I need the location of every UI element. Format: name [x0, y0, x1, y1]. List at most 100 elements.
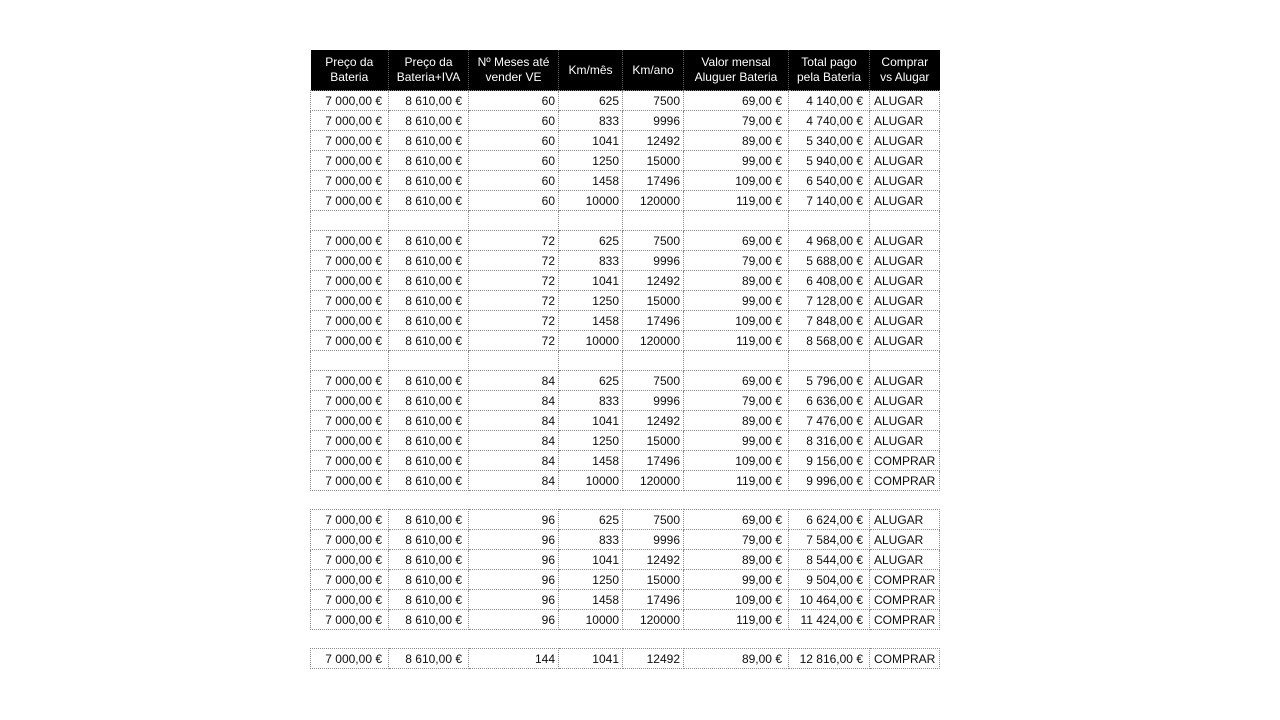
cell-preco-bateria: 7 000,00 €	[310, 270, 389, 291]
cell-preco-iva: 8 610,00 €	[388, 310, 469, 331]
cell-meses: 96	[468, 529, 559, 550]
cell-km-mes: 10000	[558, 609, 623, 630]
cell-meses: 60	[468, 190, 559, 211]
empty-cell	[558, 210, 623, 231]
cell-decisao: COMPRAR	[869, 609, 940, 630]
cell-km-mes: 10000	[558, 470, 623, 491]
cell-km-mes: 1041	[558, 648, 623, 669]
cell-valor-mensal: 69,00 €	[683, 90, 789, 111]
cell-decisao: ALUGAR	[869, 150, 940, 171]
cell-valor-mensal: 89,00 €	[683, 130, 789, 151]
cell-km-ano: 9996	[622, 390, 684, 411]
cell-preco-iva: 8 610,00 €	[388, 430, 469, 451]
cell-km-ano: 12492	[622, 410, 684, 431]
column-header-preco-bateria: Preço da Bateria	[310, 50, 389, 91]
cell-km-mes: 1041	[558, 410, 623, 431]
cell-km-mes: 10000	[558, 330, 623, 351]
cell-km-ano: 120000	[622, 609, 684, 630]
cell-preco-iva: 8 610,00 €	[388, 410, 469, 431]
cell-meses: 96	[468, 569, 559, 590]
cell-meses: 72	[468, 270, 559, 291]
table-row: 7 000,00 €8 610,00 €84 10000 120000 119,00 …	[310, 470, 940, 491]
cell-total-pago: 5 688,00 €	[788, 250, 870, 271]
cell-valor-mensal: 99,00 €	[683, 290, 789, 311]
cell-km-mes: 625	[558, 230, 623, 251]
cell-km-mes: 1250	[558, 430, 623, 451]
cell-km-ano: 9996	[622, 110, 684, 131]
cell-valor-mensal: 69,00 €	[683, 370, 789, 391]
cell-valor-mensal: 89,00 €	[683, 410, 789, 431]
cell-meses: 60	[468, 90, 559, 111]
cell-preco-iva: 8 610,00 €	[388, 330, 469, 351]
cell-meses: 72	[468, 290, 559, 311]
cell-total-pago: 8 568,00 €	[788, 330, 870, 351]
cell-preco-bateria: 7 000,00 €	[310, 190, 389, 211]
group-gap	[310, 629, 940, 649]
table-row: 7 000,00 €8 610,00 €60 1458 17496 109,00 €6…	[310, 170, 940, 191]
cell-valor-mensal: 99,00 €	[683, 150, 789, 171]
cell-valor-mensal: 79,00 €	[683, 390, 789, 411]
cell-valor-mensal: 69,00 €	[683, 230, 789, 251]
cell-km-mes: 625	[558, 90, 623, 111]
cell-valor-mensal: 99,00 €	[683, 430, 789, 451]
cell-total-pago: 6 408,00 €	[788, 270, 870, 291]
cell-km-ano: 15000	[622, 569, 684, 590]
cell-valor-mensal: 99,00 €	[683, 569, 789, 590]
cell-meses: 96	[468, 509, 559, 530]
cell-total-pago: 9 996,00 €	[788, 470, 870, 491]
cell-meses: 84	[468, 410, 559, 431]
cell-total-pago: 8 544,00 €	[788, 549, 870, 570]
cell-km-ano: 12492	[622, 549, 684, 570]
cell-total-pago: 7 140,00 €	[788, 190, 870, 211]
cell-valor-mensal: 89,00 €	[683, 648, 789, 669]
cell-km-mes: 625	[558, 370, 623, 391]
empty-cell	[869, 210, 940, 231]
cell-valor-mensal: 109,00 €	[683, 450, 789, 471]
cell-km-mes: 1250	[558, 569, 623, 590]
cell-preco-iva: 8 610,00 €	[388, 569, 469, 590]
empty-cell	[683, 350, 789, 371]
cell-preco-bateria: 7 000,00 €	[310, 470, 389, 491]
cell-decisao: ALUGAR	[869, 230, 940, 251]
cell-total-pago: 5 940,00 €	[788, 150, 870, 171]
cell-preco-iva: 8 610,00 €	[388, 290, 469, 311]
cell-meses: 84	[468, 390, 559, 411]
cell-total-pago: 7 476,00 €	[788, 410, 870, 431]
cell-preco-bateria: 7 000,00 €	[310, 569, 389, 590]
empty-cell	[683, 210, 789, 231]
cell-km-mes: 1458	[558, 589, 623, 610]
cell-meses: 72	[468, 330, 559, 351]
cell-decisao: COMPRAR	[869, 648, 940, 669]
cell-meses: 84	[468, 430, 559, 451]
cell-preco-iva: 8 610,00 €	[388, 170, 469, 191]
table-row: 7 000,00 €8 610,00 €96 833 9996 79,00 €7 58…	[310, 529, 940, 550]
cell-preco-iva: 8 610,00 €	[388, 589, 469, 610]
column-header-km-ano: Km/ano	[622, 50, 684, 91]
empty-cell	[788, 350, 870, 371]
cell-preco-bateria: 7 000,00 €	[310, 290, 389, 311]
table-row: 7 000,00 €8 610,00 €84 833 9996 79,00 €6 63…	[310, 390, 940, 411]
cell-preco-iva: 8 610,00 €	[388, 450, 469, 471]
cell-preco-bateria: 7 000,00 €	[310, 310, 389, 331]
gap-cell	[310, 629, 940, 649]
cell-decisao: ALUGAR	[869, 549, 940, 570]
cell-total-pago: 9 504,00 €	[788, 569, 870, 590]
table-row: 7 000,00 €8 610,00 €60 833 9996 79,00 €4 74…	[310, 110, 940, 131]
cell-km-ano: 12492	[622, 270, 684, 291]
table-row: 7 000,00 €8 610,00 €60 625 7500 69,00 €4 14…	[310, 90, 940, 111]
table-row: 7 000,00 €8 610,00 €96 1250 15000 99,00 €9 …	[310, 569, 940, 590]
cell-decisao: ALUGAR	[869, 370, 940, 391]
cell-km-ano: 12492	[622, 130, 684, 151]
cell-preco-bateria: 7 000,00 €	[310, 90, 389, 111]
cell-decisao: ALUGAR	[869, 330, 940, 351]
cell-total-pago: 9 156,00 €	[788, 450, 870, 471]
cell-total-pago: 4 140,00 €	[788, 90, 870, 111]
cell-km-mes: 1250	[558, 150, 623, 171]
empty-spacer-row	[310, 210, 940, 231]
cell-preco-bateria: 7 000,00 €	[310, 430, 389, 451]
table-row: 7 000,00 €8 610,00 €72 1041 12492 89,00 €6 …	[310, 270, 940, 291]
cell-preco-bateria: 7 000,00 €	[310, 150, 389, 171]
cell-km-ano: 15000	[622, 290, 684, 311]
cell-valor-mensal: 119,00 €	[683, 470, 789, 491]
